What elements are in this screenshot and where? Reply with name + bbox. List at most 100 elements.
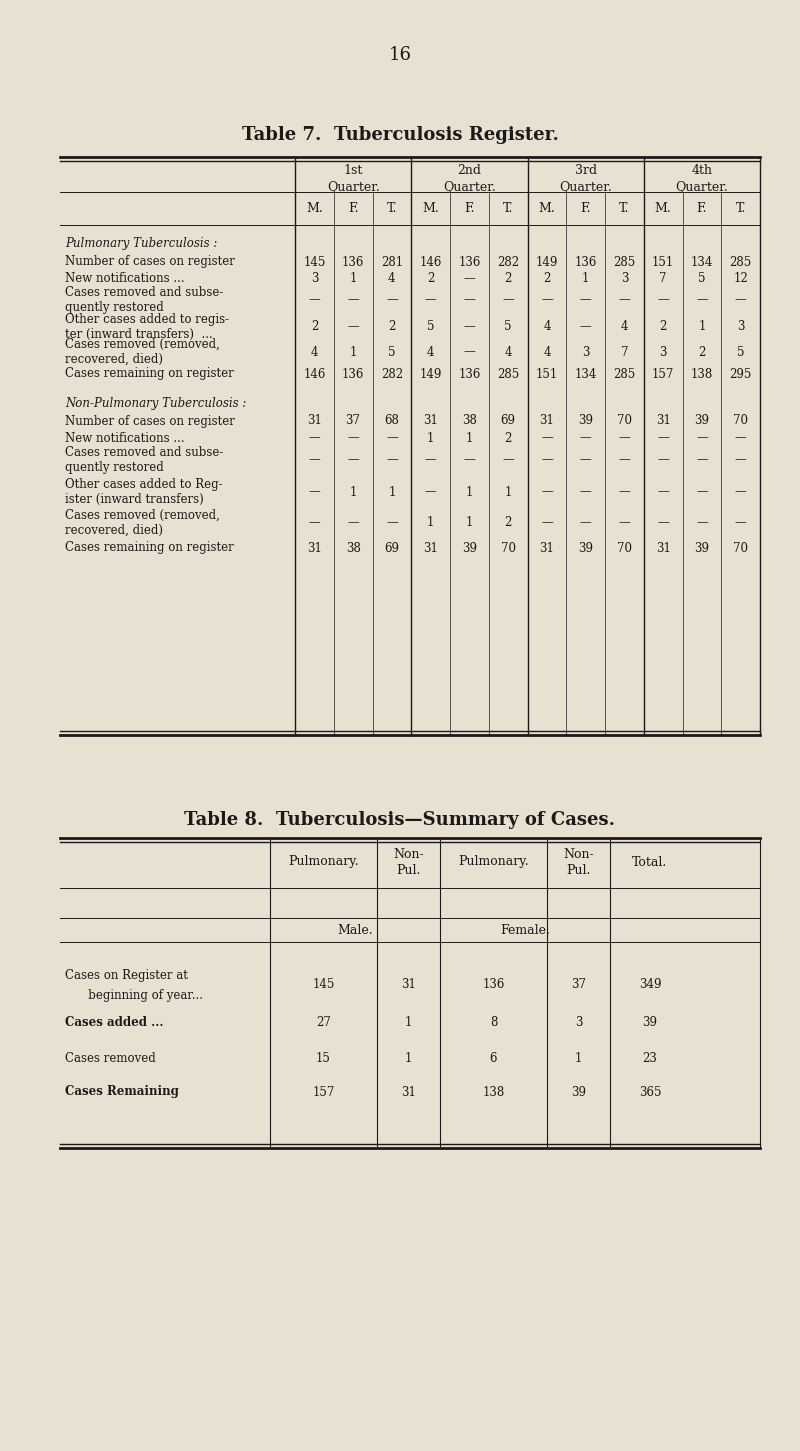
Text: —: — (580, 293, 591, 306)
Text: —: — (386, 454, 398, 467)
Text: 157: 157 (652, 367, 674, 380)
Text: 1: 1 (582, 273, 590, 286)
Text: 285: 285 (614, 367, 635, 380)
Text: —: — (309, 454, 320, 467)
Text: 2: 2 (388, 321, 395, 334)
Text: —: — (618, 486, 630, 499)
Text: 145: 145 (312, 978, 334, 991)
Text: 39: 39 (462, 541, 477, 554)
Text: 7: 7 (621, 345, 628, 358)
Text: 70: 70 (733, 415, 748, 428)
Text: T.: T. (386, 203, 397, 216)
Text: —: — (734, 431, 746, 444)
Text: 70: 70 (617, 541, 632, 554)
Text: 282: 282 (497, 255, 519, 268)
Text: 134: 134 (574, 367, 597, 380)
Text: —: — (502, 454, 514, 467)
Text: —: — (386, 517, 398, 530)
Text: 1: 1 (405, 1052, 412, 1065)
Text: Cases remaining on register: Cases remaining on register (65, 367, 234, 380)
Text: —: — (734, 454, 746, 467)
Text: 146: 146 (419, 255, 442, 268)
Text: —: — (580, 517, 591, 530)
Text: —: — (309, 517, 320, 530)
Text: 138: 138 (690, 367, 713, 380)
Text: 134: 134 (690, 255, 713, 268)
Text: —: — (580, 431, 591, 444)
Text: 1: 1 (350, 345, 357, 358)
Text: —: — (541, 517, 553, 530)
Text: Non-Pulmonary Tuberculosis :: Non-Pulmonary Tuberculosis : (65, 396, 246, 409)
Text: 1: 1 (466, 486, 473, 499)
Text: 146: 146 (303, 367, 326, 380)
Text: 39: 39 (694, 415, 710, 428)
Text: 4th
Quarter.: 4th Quarter. (675, 164, 728, 193)
Text: —: — (347, 321, 359, 334)
Text: 23: 23 (642, 1052, 658, 1065)
Text: —: — (658, 517, 669, 530)
Text: Female.: Female. (500, 923, 550, 936)
Text: 5: 5 (427, 321, 434, 334)
Text: 69: 69 (501, 415, 516, 428)
Text: New notifications ...: New notifications ... (65, 273, 185, 286)
Text: 6: 6 (490, 1052, 498, 1065)
Text: New notifications ...: New notifications ... (65, 431, 185, 444)
Text: M.: M. (306, 203, 322, 216)
Text: 151: 151 (652, 255, 674, 268)
Text: —: — (734, 517, 746, 530)
Text: Number of cases on register: Number of cases on register (65, 255, 235, 268)
Text: 1: 1 (388, 486, 395, 499)
Text: —: — (463, 293, 475, 306)
Text: —: — (347, 517, 359, 530)
Text: Pulmonary Tuberculosis :: Pulmonary Tuberculosis : (65, 238, 218, 251)
Text: Non-
Pul.: Non- Pul. (563, 847, 594, 876)
Text: 285: 285 (497, 367, 519, 380)
Text: 1: 1 (350, 273, 357, 286)
Text: Other cases added to Reg-
ister (inward transfers): Other cases added to Reg- ister (inward … (65, 477, 222, 506)
Text: 136: 136 (482, 978, 505, 991)
Text: Cases Remaining: Cases Remaining (65, 1085, 179, 1098)
Text: 2: 2 (659, 321, 667, 334)
Text: 3: 3 (310, 273, 318, 286)
Text: —: — (696, 486, 708, 499)
Text: 285: 285 (614, 255, 635, 268)
Text: —: — (541, 293, 553, 306)
Text: 3rd
Quarter.: 3rd Quarter. (559, 164, 612, 193)
Text: 12: 12 (734, 273, 748, 286)
Text: 31: 31 (539, 541, 554, 554)
Text: —: — (502, 293, 514, 306)
Text: —: — (580, 454, 591, 467)
Text: —: — (618, 517, 630, 530)
Text: —: — (309, 293, 320, 306)
Text: —: — (425, 293, 437, 306)
Text: T.: T. (735, 203, 746, 216)
Text: 4: 4 (621, 321, 628, 334)
Text: 31: 31 (423, 541, 438, 554)
Text: Other cases added to regis-
ter (inward transfers)  ...: Other cases added to regis- ter (inward … (65, 313, 229, 341)
Text: 149: 149 (419, 367, 442, 380)
Text: F.: F. (348, 203, 358, 216)
Text: —: — (463, 321, 475, 334)
Text: —: — (734, 486, 746, 499)
Text: 151: 151 (536, 367, 558, 380)
Text: —: — (658, 486, 669, 499)
Text: 136: 136 (458, 255, 481, 268)
Text: 349: 349 (638, 978, 662, 991)
Text: 282: 282 (381, 367, 403, 380)
Text: 27: 27 (316, 1016, 331, 1029)
Text: 2: 2 (543, 273, 550, 286)
Text: —: — (734, 293, 746, 306)
Text: Total.: Total. (632, 856, 668, 869)
Text: —: — (541, 431, 553, 444)
Text: Male.: Male. (337, 923, 373, 936)
Text: 2: 2 (505, 431, 512, 444)
Text: 149: 149 (536, 255, 558, 268)
Text: Cases removed: Cases removed (65, 1052, 156, 1065)
Text: —: — (347, 293, 359, 306)
Text: 31: 31 (656, 541, 670, 554)
Text: 68: 68 (385, 415, 399, 428)
Text: 31: 31 (423, 415, 438, 428)
Text: Cases added ...: Cases added ... (65, 1016, 163, 1029)
Text: 31: 31 (539, 415, 554, 428)
Text: 1: 1 (466, 431, 473, 444)
